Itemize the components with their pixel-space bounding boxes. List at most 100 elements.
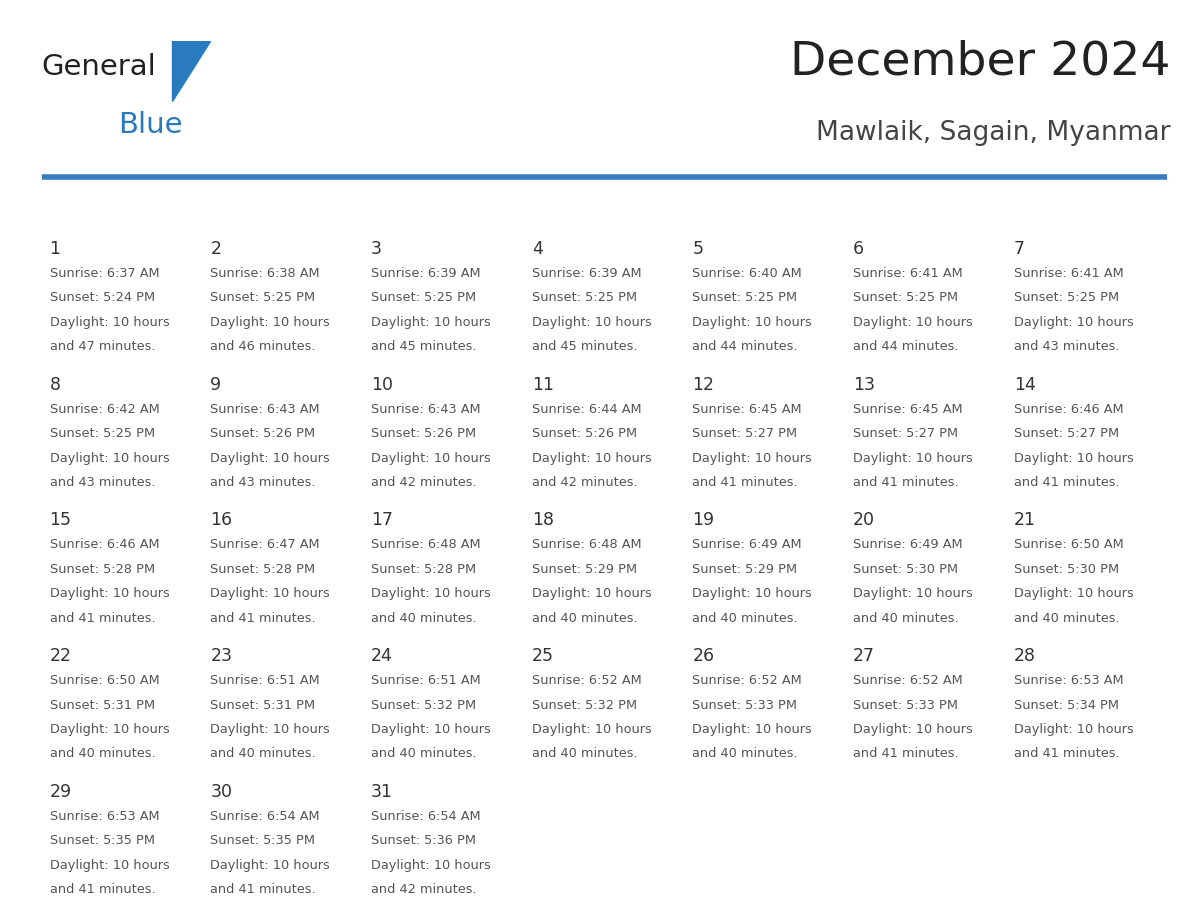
Text: Friday: Friday xyxy=(855,196,915,214)
Text: Sunrise: 6:38 AM: Sunrise: 6:38 AM xyxy=(210,267,320,280)
Text: Daylight: 10 hours: Daylight: 10 hours xyxy=(853,452,973,465)
Text: Sunset: 5:36 PM: Sunset: 5:36 PM xyxy=(371,834,476,847)
Text: Sunrise: 6:45 AM: Sunrise: 6:45 AM xyxy=(693,403,802,416)
Text: Wednesday: Wednesday xyxy=(533,196,646,214)
Text: Daylight: 10 hours: Daylight: 10 hours xyxy=(371,316,491,329)
Text: 22: 22 xyxy=(50,647,71,665)
Text: Sunrise: 6:50 AM: Sunrise: 6:50 AM xyxy=(1013,539,1124,552)
Text: 4: 4 xyxy=(532,240,543,258)
Text: Sunset: 5:26 PM: Sunset: 5:26 PM xyxy=(532,427,637,440)
Text: Sunrise: 6:52 AM: Sunrise: 6:52 AM xyxy=(853,674,963,687)
Text: Sunrise: 6:52 AM: Sunrise: 6:52 AM xyxy=(693,674,802,687)
Text: General: General xyxy=(42,53,157,81)
Text: Daylight: 10 hours: Daylight: 10 hours xyxy=(50,452,170,465)
Text: Sunrise: 6:51 AM: Sunrise: 6:51 AM xyxy=(371,674,481,687)
Text: Sunset: 5:30 PM: Sunset: 5:30 PM xyxy=(853,563,959,576)
Text: Sunset: 5:25 PM: Sunset: 5:25 PM xyxy=(371,292,476,305)
Text: 23: 23 xyxy=(210,647,233,665)
Text: and 40 minutes.: and 40 minutes. xyxy=(532,747,638,760)
Text: Sunset: 5:25 PM: Sunset: 5:25 PM xyxy=(50,427,154,440)
Text: Sunrise: 6:50 AM: Sunrise: 6:50 AM xyxy=(50,674,159,687)
Text: Daylight: 10 hours: Daylight: 10 hours xyxy=(693,316,813,329)
Text: Sunrise: 6:43 AM: Sunrise: 6:43 AM xyxy=(210,403,320,416)
Text: Sunrise: 6:41 AM: Sunrise: 6:41 AM xyxy=(853,267,963,280)
Text: Daylight: 10 hours: Daylight: 10 hours xyxy=(371,858,491,871)
Text: Sunset: 5:28 PM: Sunset: 5:28 PM xyxy=(50,563,154,576)
Text: and 47 minutes.: and 47 minutes. xyxy=(50,341,156,353)
Text: and 42 minutes.: and 42 minutes. xyxy=(371,883,476,896)
Text: Sunset: 5:26 PM: Sunset: 5:26 PM xyxy=(210,427,316,440)
Text: Daylight: 10 hours: Daylight: 10 hours xyxy=(1013,316,1133,329)
Text: and 41 minutes.: and 41 minutes. xyxy=(1013,476,1119,489)
Text: 7: 7 xyxy=(1013,240,1025,258)
Text: Sunset: 5:32 PM: Sunset: 5:32 PM xyxy=(371,699,476,711)
Text: Daylight: 10 hours: Daylight: 10 hours xyxy=(210,588,330,600)
Text: Sunset: 5:25 PM: Sunset: 5:25 PM xyxy=(210,292,316,305)
Text: Daylight: 10 hours: Daylight: 10 hours xyxy=(50,316,170,329)
Text: Sunset: 5:25 PM: Sunset: 5:25 PM xyxy=(853,292,959,305)
Text: 13: 13 xyxy=(853,375,876,394)
Text: Daylight: 10 hours: Daylight: 10 hours xyxy=(210,316,330,329)
Text: Sunrise: 6:44 AM: Sunrise: 6:44 AM xyxy=(532,403,642,416)
Text: and 44 minutes.: and 44 minutes. xyxy=(853,341,959,353)
Text: 29: 29 xyxy=(50,783,71,800)
Text: Sunrise: 6:40 AM: Sunrise: 6:40 AM xyxy=(693,267,802,280)
Text: Sunset: 5:30 PM: Sunset: 5:30 PM xyxy=(1013,563,1119,576)
Text: and 42 minutes.: and 42 minutes. xyxy=(371,476,476,489)
Text: and 40 minutes.: and 40 minutes. xyxy=(210,747,316,760)
Text: Sunset: 5:29 PM: Sunset: 5:29 PM xyxy=(532,563,637,576)
Text: Sunrise: 6:46 AM: Sunrise: 6:46 AM xyxy=(1013,403,1124,416)
Text: Mawlaik, Sagain, Myanmar: Mawlaik, Sagain, Myanmar xyxy=(816,119,1170,146)
Text: Daylight: 10 hours: Daylight: 10 hours xyxy=(853,723,973,736)
Text: 6: 6 xyxy=(853,240,865,258)
Text: Sunrise: 6:45 AM: Sunrise: 6:45 AM xyxy=(853,403,962,416)
Text: Thursday: Thursday xyxy=(694,196,785,214)
Text: 26: 26 xyxy=(693,647,715,665)
Text: Sunrise: 6:53 AM: Sunrise: 6:53 AM xyxy=(50,810,159,823)
Text: Daylight: 10 hours: Daylight: 10 hours xyxy=(210,723,330,736)
Text: 12: 12 xyxy=(693,375,714,394)
Text: Daylight: 10 hours: Daylight: 10 hours xyxy=(50,723,170,736)
Text: and 41 minutes.: and 41 minutes. xyxy=(853,747,959,760)
Text: and 40 minutes.: and 40 minutes. xyxy=(1013,611,1119,624)
Text: and 42 minutes.: and 42 minutes. xyxy=(532,476,638,489)
Text: Sunrise: 6:43 AM: Sunrise: 6:43 AM xyxy=(371,403,481,416)
Text: Daylight: 10 hours: Daylight: 10 hours xyxy=(210,858,330,871)
Text: Daylight: 10 hours: Daylight: 10 hours xyxy=(1013,723,1133,736)
Text: 30: 30 xyxy=(210,783,233,800)
Text: and 40 minutes.: and 40 minutes. xyxy=(853,611,959,624)
Text: 3: 3 xyxy=(371,240,383,258)
Text: Sunrise: 6:49 AM: Sunrise: 6:49 AM xyxy=(693,539,802,552)
Text: 14: 14 xyxy=(1013,375,1036,394)
Text: Sunset: 5:26 PM: Sunset: 5:26 PM xyxy=(371,427,476,440)
Text: Sunrise: 6:54 AM: Sunrise: 6:54 AM xyxy=(371,810,481,823)
Text: Sunset: 5:35 PM: Sunset: 5:35 PM xyxy=(210,834,315,847)
Text: Sunset: 5:24 PM: Sunset: 5:24 PM xyxy=(50,292,154,305)
Text: Sunset: 5:34 PM: Sunset: 5:34 PM xyxy=(1013,699,1119,711)
Text: 9: 9 xyxy=(210,375,221,394)
Text: 17: 17 xyxy=(371,511,393,530)
Text: Sunset: 5:33 PM: Sunset: 5:33 PM xyxy=(853,699,959,711)
Text: and 41 minutes.: and 41 minutes. xyxy=(1013,747,1119,760)
Text: Sunset: 5:35 PM: Sunset: 5:35 PM xyxy=(50,834,154,847)
Text: and 43 minutes.: and 43 minutes. xyxy=(50,476,156,489)
Text: Sunset: 5:32 PM: Sunset: 5:32 PM xyxy=(532,699,637,711)
Text: 11: 11 xyxy=(532,375,554,394)
Text: and 46 minutes.: and 46 minutes. xyxy=(210,341,316,353)
Text: Sunrise: 6:39 AM: Sunrise: 6:39 AM xyxy=(532,267,642,280)
Text: Monday: Monday xyxy=(211,196,289,214)
Text: Sunset: 5:25 PM: Sunset: 5:25 PM xyxy=(532,292,637,305)
Text: Daylight: 10 hours: Daylight: 10 hours xyxy=(210,452,330,465)
Text: Daylight: 10 hours: Daylight: 10 hours xyxy=(1013,452,1133,465)
Text: and 40 minutes.: and 40 minutes. xyxy=(532,611,638,624)
Text: Sunset: 5:31 PM: Sunset: 5:31 PM xyxy=(210,699,316,711)
Text: December 2024: December 2024 xyxy=(790,39,1170,84)
Text: and 43 minutes.: and 43 minutes. xyxy=(1013,341,1119,353)
Text: Sunrise: 6:54 AM: Sunrise: 6:54 AM xyxy=(210,810,320,823)
Text: Daylight: 10 hours: Daylight: 10 hours xyxy=(532,316,651,329)
Text: and 44 minutes.: and 44 minutes. xyxy=(693,341,798,353)
Text: Sunrise: 6:41 AM: Sunrise: 6:41 AM xyxy=(1013,267,1124,280)
Text: and 40 minutes.: and 40 minutes. xyxy=(371,611,476,624)
Text: and 45 minutes.: and 45 minutes. xyxy=(371,341,476,353)
Text: and 41 minutes.: and 41 minutes. xyxy=(50,883,156,896)
